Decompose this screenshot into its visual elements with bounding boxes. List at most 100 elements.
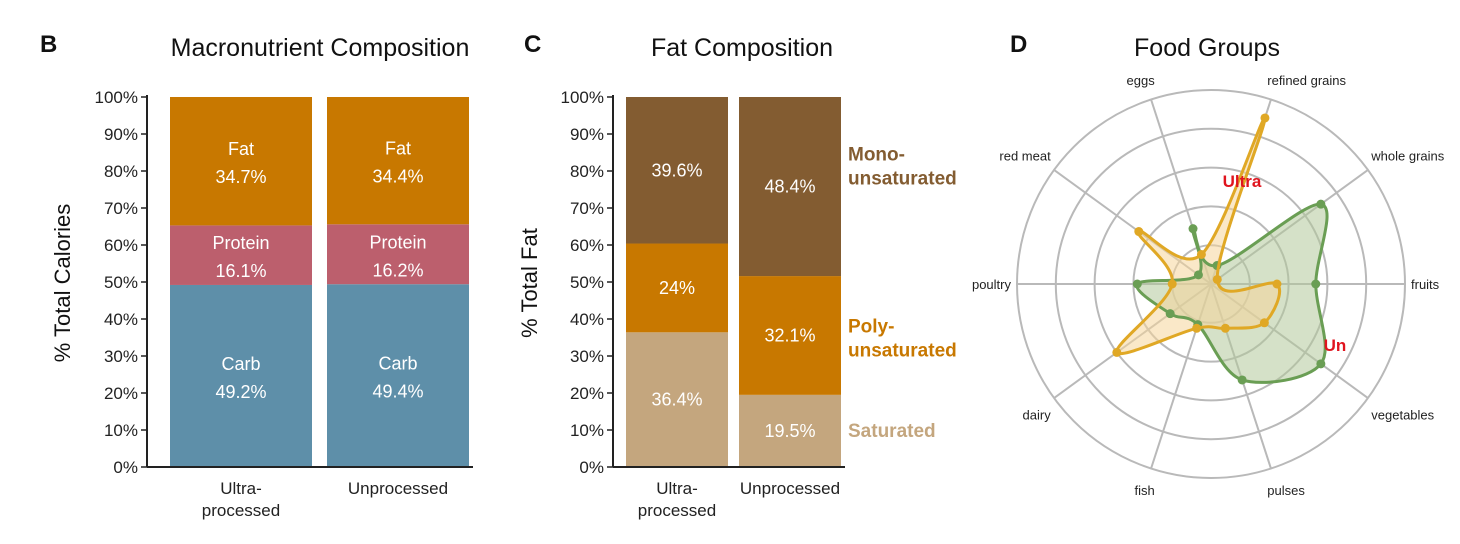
data-point — [1237, 375, 1247, 385]
chart-title: Fat Composition — [651, 34, 833, 62]
segment-name: Protein — [212, 233, 269, 253]
data-point — [1132, 279, 1142, 289]
data-label: 36.4% — [651, 390, 702, 410]
bar-segment — [739, 97, 841, 277]
data-label: 16.2% — [372, 260, 423, 280]
x-tick-label: Ultra-processed — [202, 479, 280, 520]
data-point — [1316, 199, 1326, 209]
y-tick-label: 80% — [570, 162, 604, 181]
panel-label-d: D — [1010, 31, 1027, 58]
bar-segment — [170, 284, 312, 467]
panel-label-b: B — [40, 31, 57, 58]
bar-segment — [739, 394, 841, 467]
data-label: 34.4% — [372, 167, 423, 187]
y-tick-label: 90% — [570, 125, 604, 144]
bar-segment — [626, 97, 728, 244]
segment-name: Fat — [228, 139, 254, 159]
data-label: 49.4% — [372, 382, 423, 402]
axis-label: eggs — [1127, 73, 1156, 88]
segment-name: Carb — [221, 354, 260, 374]
bar-segment — [327, 284, 469, 467]
axis-label: dairy — [1023, 407, 1052, 422]
bar-segment — [626, 332, 728, 467]
macronutrient-chart: B Macronutrient Composition % Total Calo… — [40, 31, 473, 520]
y-tick-label: 40% — [104, 310, 138, 329]
y-tick-label: 80% — [104, 162, 138, 181]
y-tick-label: 0% — [113, 458, 138, 477]
data-label: 19.5% — [764, 421, 815, 441]
y-tick-label: 10% — [570, 421, 604, 440]
y-tick-label: 10% — [104, 421, 138, 440]
y-tick-label: 70% — [570, 199, 604, 218]
axis-label: fruits — [1411, 277, 1440, 292]
data-point — [1196, 249, 1206, 259]
y-tick-label: 70% — [104, 199, 138, 218]
series-label: Ultra — [1223, 172, 1262, 191]
legend-label: Mono-unsaturated — [848, 145, 957, 190]
fat-composition-chart: C Fat Composition % Total Fat 0% 10% 20% 30… — [517, 31, 957, 520]
data-label: 48.4% — [764, 177, 815, 197]
y-axis-label: % Total Calories — [50, 204, 75, 363]
data-point — [1134, 227, 1144, 237]
segment-name: Carb — [378, 354, 417, 374]
y-tick-label: 40% — [570, 310, 604, 329]
axis-label: pulses — [1267, 483, 1305, 498]
axis-label: refined grains — [1267, 73, 1346, 88]
data-point — [1220, 323, 1230, 333]
data-point — [1192, 323, 1202, 333]
panel-label-c: C — [524, 31, 541, 58]
segment-name: Protein — [369, 232, 426, 252]
y-tick-label: 50% — [104, 273, 138, 292]
data-label: 24% — [659, 278, 695, 298]
x-tick-label: Unprocessed — [348, 479, 448, 498]
y-tick-label: 100% — [95, 88, 138, 107]
series-area — [1116, 117, 1280, 354]
data-point — [1167, 279, 1177, 289]
data-point — [1212, 274, 1222, 284]
data-point — [1188, 224, 1198, 234]
axis-label: whole grains — [1370, 149, 1444, 164]
y-tick-label: 60% — [570, 236, 604, 255]
bar-segment — [170, 97, 312, 226]
legend-label: Saturated — [848, 421, 936, 442]
legend-label: Poly-unsaturated — [848, 316, 957, 361]
series-label: Un — [1324, 336, 1347, 355]
chart-title: Macronutrient Composition — [171, 34, 470, 62]
food-groups-radar: D Food Groups fruits whole grains refined … — [972, 31, 1445, 498]
data-point — [1193, 270, 1203, 280]
data-point — [1316, 359, 1326, 369]
y-tick-label: 50% — [570, 273, 604, 292]
data-label: 32.1% — [764, 325, 815, 345]
data-point — [1311, 279, 1321, 289]
y-axis-label: % Total Fat — [517, 228, 542, 338]
segment-name: Fat — [385, 139, 411, 159]
y-tick-label: 30% — [104, 347, 138, 366]
y-tick-label: 60% — [104, 236, 138, 255]
y-tick-label: 90% — [104, 125, 138, 144]
y-tick-label: 100% — [561, 88, 604, 107]
axis-label: fish — [1134, 483, 1154, 498]
axis-label: vegetables — [1371, 407, 1434, 422]
y-tick-label: 20% — [104, 384, 138, 403]
data-label: 49.2% — [215, 382, 266, 402]
x-tick-label: Unprocessed — [740, 479, 840, 498]
axis-label: red meat — [999, 149, 1051, 164]
data-point — [1112, 347, 1122, 357]
y-tick-label: 0% — [579, 458, 604, 477]
x-tick-label: Ultra-processed — [638, 479, 716, 520]
data-point — [1165, 309, 1175, 319]
data-label: 39.6% — [651, 160, 702, 180]
bar-segment — [626, 243, 728, 333]
data-point — [1260, 113, 1270, 123]
bar-segment — [327, 97, 469, 225]
chart-title: Food Groups — [1134, 34, 1280, 62]
y-tick-label: 30% — [570, 347, 604, 366]
bar-segment — [327, 224, 469, 285]
data-label: 16.1% — [215, 261, 266, 281]
data-point — [1259, 318, 1269, 328]
bar-segment — [170, 225, 312, 285]
data-point — [1272, 279, 1282, 289]
bar-segment — [739, 276, 841, 395]
data-label: 34.7% — [215, 167, 266, 187]
